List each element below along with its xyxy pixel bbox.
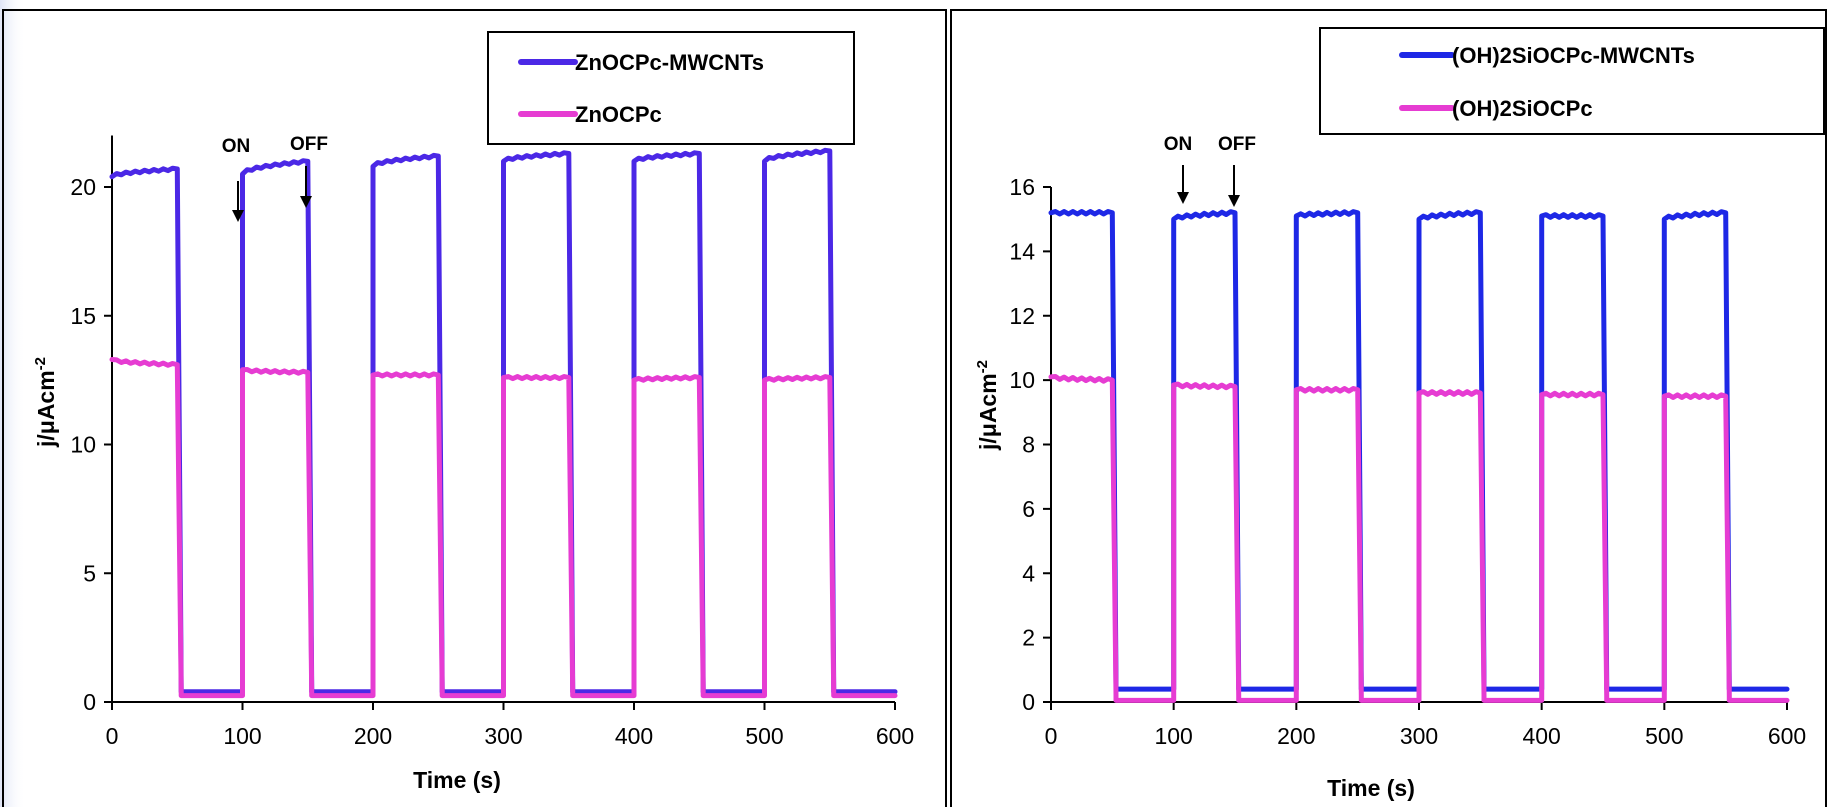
chart-frame [950,9,1827,807]
annotation-off: OFF [290,134,328,208]
annotation-on-arrowhead [232,210,244,222]
x-axis-title: Time (s) [1327,775,1415,801]
chart-oh2siocpc: 0 100 200 300 400 500 600 0 2 4 6 8 10 12 14 16 (OH)2Si… [950,9,1827,807]
legend-label-1: (OH)2SiOCPc [1452,96,1593,121]
x-tick-label: 200 [354,723,392,749]
y-axis-title: j/μAcm-2 [32,357,59,448]
legend: (OH)2SiOCPc-MWCNTs (OH)2SiOCPc [1319,27,1825,135]
x-axis-title: Time (s) [413,767,501,793]
y-tick-label: 0 [1022,689,1035,715]
y-tick-label: 2 [1022,625,1035,651]
annotation-off-label: OFF [1218,134,1256,155]
legend-label-0: (OH)2SiOCPc-MWCNTs [1452,43,1695,68]
y-tick-label: 20 [70,174,96,200]
x-tick-label: 200 [1277,723,1315,749]
y-tick-label: 5 [83,560,96,586]
left-edge-shading [0,0,26,807]
annotation-off-arrowhead [300,196,312,208]
x-tick-label: 400 [615,723,653,749]
y-tick-label: 8 [1022,432,1035,458]
y-tick-label: 14 [1009,238,1035,264]
annotation-on-label: ON [222,136,251,157]
plot-area: 0 100 200 300 400 500 600 0 5 10 15 20 [70,135,914,749]
annotation-off-arrowhead [1228,195,1240,207]
x-tick-label: 100 [1154,723,1192,749]
y-tick-label: 10 [70,432,96,458]
plot-area: 0 100 200 300 400 500 600 0 2 4 6 8 10 12 14 16 [1009,174,1806,749]
x-tick-label: 100 [223,723,261,749]
y-tick-label: 0 [83,689,96,715]
x-tick-label: 0 [1045,723,1058,749]
x-tick-label: 300 [484,723,522,749]
annotation-on: ON [1164,134,1193,204]
annotation-on-label: ON [1164,134,1193,155]
x-tick-label: 400 [1522,723,1560,749]
x-tick-label: 500 [745,723,783,749]
legend-label-1: ZnOCPc [575,102,662,127]
x-tick-label: 500 [1645,723,1683,749]
series-line-1 [109,357,898,699]
x-tick-label: 600 [876,723,914,749]
legend: ZnOCPc-MWCNTs ZnOCPc [487,31,855,145]
chart-frame [2,9,947,807]
y-tick-label: 4 [1022,560,1035,586]
annotation-off-label: OFF [290,134,328,155]
legend-label-0: ZnOCPc-MWCNTs [575,50,764,75]
y-tick-label: 16 [1009,174,1035,200]
legend-box [1319,27,1825,135]
y-tick-label: 12 [1009,303,1035,329]
annotation-on: ON [222,136,251,222]
y-tick-label: 10 [1009,367,1035,393]
x-tick-label: 300 [1400,723,1438,749]
legend-box [487,31,855,145]
x-tick-label: 600 [1768,723,1806,749]
series-line-1 [1048,374,1790,703]
y-tick-label: 6 [1022,496,1035,522]
annotation-off: OFF [1218,134,1256,207]
y-axis-title: j/μAcm-2 [974,360,1001,451]
x-tick-label: 0 [106,723,119,749]
annotation-on-arrowhead [1177,192,1189,204]
chart-znocpc: 0 100 200 300 400 500 600 0 5 10 15 20 ZnOCPc-MWCNT… [2,9,947,807]
y-tick-label: 15 [70,303,96,329]
